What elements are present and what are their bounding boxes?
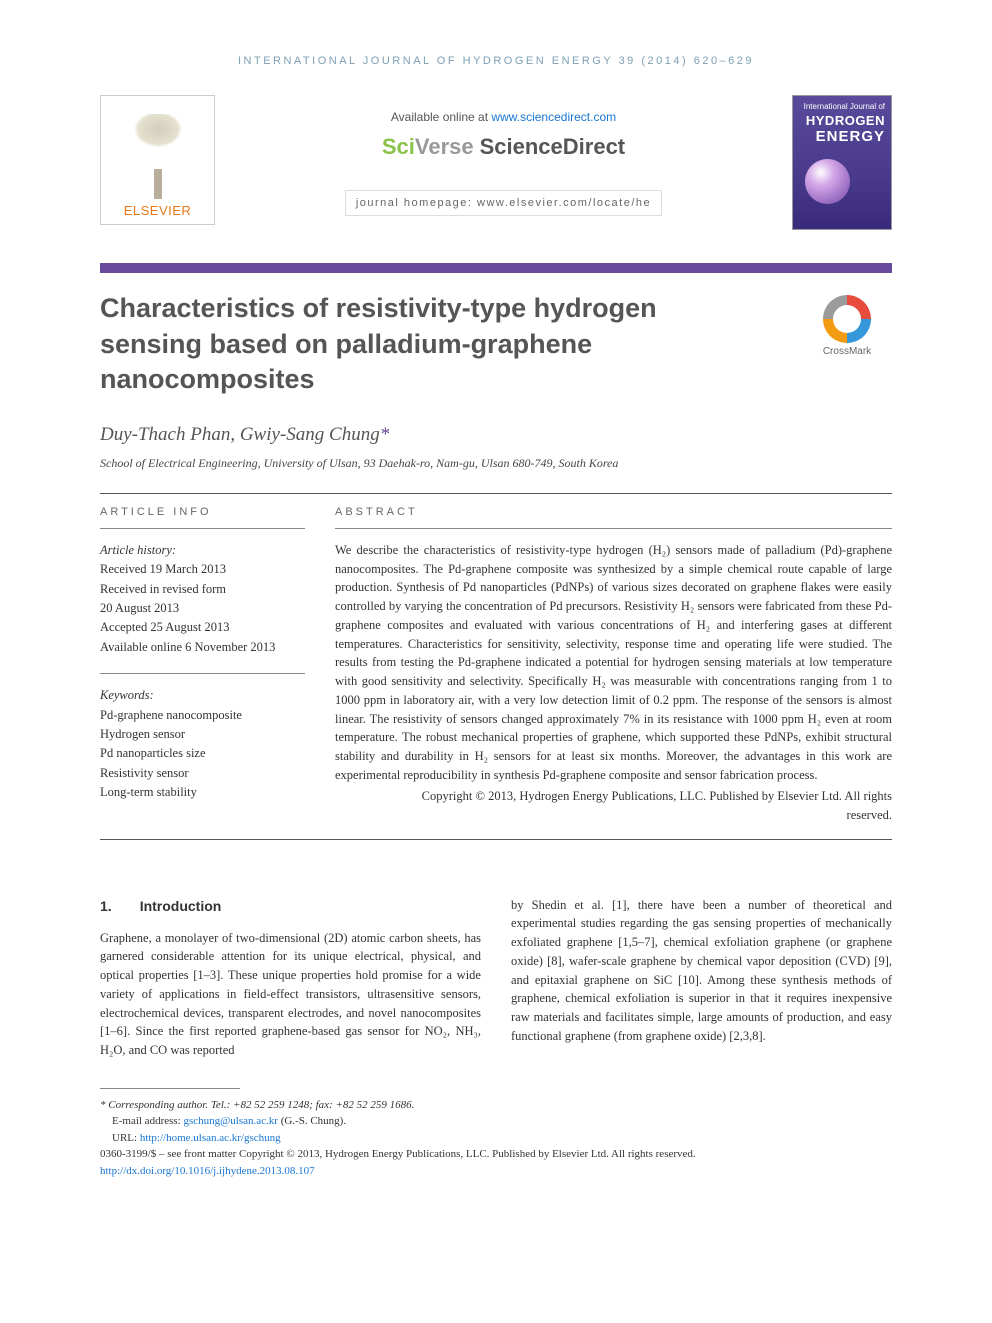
url-link[interactable]: http://home.ulsan.ac.kr/gschung bbox=[140, 1132, 281, 1144]
keyword: Resistivity sensor bbox=[100, 764, 305, 783]
rule-bottom bbox=[100, 839, 892, 840]
cover-hydrogen: HYDROGEN bbox=[793, 113, 891, 128]
sciverse-sci: Sci bbox=[382, 134, 415, 159]
sciverse-verse: Verse bbox=[415, 134, 474, 159]
running-head: INTERNATIONAL JOURNAL OF HYDROGEN ENERGY… bbox=[100, 55, 892, 67]
keyword: Pd-graphene nanocomposite bbox=[100, 706, 305, 725]
email-line: E-mail address: gschung@ulsan.ac.kr (G.-… bbox=[100, 1113, 892, 1130]
keywords-block: Keywords: Pd-graphene nanocomposite Hydr… bbox=[100, 686, 305, 802]
top-banner: ELSEVIER Available online at www.science… bbox=[100, 95, 892, 255]
history-revised-line1: Received in revised form bbox=[100, 580, 305, 599]
history-revised-line2: 20 August 2013 bbox=[100, 599, 305, 618]
history-accepted: Accepted 25 August 2013 bbox=[100, 618, 305, 637]
banner-center: Available online at www.sciencedirect.co… bbox=[235, 95, 772, 216]
section-heading: 1. Introduction bbox=[100, 896, 481, 917]
history-received: Received 19 March 2013 bbox=[100, 560, 305, 579]
keyword: Pd nanoparticles size bbox=[100, 744, 305, 763]
available-prefix: Available online at bbox=[391, 110, 492, 124]
rule-abstract bbox=[335, 528, 892, 529]
rule-keywords bbox=[100, 673, 305, 674]
url-line: URL: http://home.ulsan.ac.kr/gschung bbox=[100, 1130, 892, 1147]
copyright-line2: reserved. bbox=[335, 808, 892, 823]
intro-paragraph-col1: Graphene, a monolayer of two-dimensional… bbox=[100, 929, 481, 1060]
issn-line: 0360-3199/$ – see front matter Copyright… bbox=[100, 1146, 892, 1163]
doi-link[interactable]: http://dx.doi.org/10.1016/j.ijhydene.201… bbox=[100, 1165, 315, 1177]
corresponding-mark: * bbox=[380, 424, 390, 445]
sciencedirect-link[interactable]: www.sciencedirect.com bbox=[491, 110, 616, 124]
keyword: Hydrogen sensor bbox=[100, 725, 305, 744]
footnote-rule bbox=[100, 1088, 240, 1089]
authors: Duy-Thach Phan, Gwiy-Sang Chung* bbox=[100, 424, 892, 446]
intro-paragraph-col2: by Shedin et al. [1], there have been a … bbox=[511, 896, 892, 1046]
url-label: URL: bbox=[112, 1132, 140, 1144]
cover-energy: ENERGY bbox=[793, 128, 891, 149]
author-names: Duy-Thach Phan, Gwiy-Sang Chung bbox=[100, 424, 380, 445]
email-suffix: (G.-S. Chung). bbox=[278, 1115, 346, 1127]
history-online: Available online 6 November 2013 bbox=[100, 638, 305, 657]
elsevier-tree-icon bbox=[118, 114, 198, 199]
cover-journal-name: International Journal of bbox=[793, 96, 891, 113]
sciverse-sd: ScienceDirect bbox=[480, 134, 626, 159]
keyword: Long-term stability bbox=[100, 783, 305, 802]
abstract-heading: ABSTRACT bbox=[335, 506, 892, 518]
available-online: Available online at www.sciencedirect.co… bbox=[235, 110, 772, 124]
purple-divider bbox=[100, 263, 892, 273]
corresponding-author-note: * Corresponding author. Tel.: +82 52 259… bbox=[100, 1097, 892, 1114]
history-label: Article history: bbox=[100, 541, 305, 560]
crossmark-label: CrossMark bbox=[823, 346, 871, 357]
elsevier-text: ELSEVIER bbox=[124, 203, 192, 218]
article-info-heading: ARTICLE INFO bbox=[100, 506, 305, 518]
homepage-bar: journal homepage: www.elsevier.com/locat… bbox=[345, 190, 662, 216]
article-title: Characteristics of resistivity-type hydr… bbox=[100, 291, 740, 398]
email-label: E-mail address: bbox=[112, 1115, 183, 1127]
affiliation: School of Electrical Engineering, Univer… bbox=[100, 456, 892, 471]
copyright-line1: Copyright © 2013, Hydrogen Energy Public… bbox=[335, 789, 892, 804]
elsevier-logo: ELSEVIER bbox=[100, 95, 215, 225]
keywords-label: Keywords: bbox=[100, 686, 305, 705]
rule-info bbox=[100, 528, 305, 529]
sciverse-logo: SciVerseScienceDirect bbox=[382, 134, 625, 160]
cover-sphere-icon bbox=[805, 159, 850, 204]
crossmark-icon bbox=[823, 295, 871, 343]
section-title: Introduction bbox=[140, 896, 222, 917]
abstract-text: We describe the characteristics of resis… bbox=[335, 541, 892, 785]
crossmark-badge[interactable]: CrossMark bbox=[802, 295, 892, 357]
email-link[interactable]: gschung@ulsan.ac.kr bbox=[183, 1115, 277, 1127]
section-number: 1. bbox=[100, 896, 112, 917]
footnotes: * Corresponding author. Tel.: +82 52 259… bbox=[100, 1097, 892, 1180]
article-history: Article history: Received 19 March 2013 … bbox=[100, 541, 305, 657]
rule-top bbox=[100, 493, 892, 494]
journal-cover: International Journal of HYDROGEN ENERGY bbox=[792, 95, 892, 230]
